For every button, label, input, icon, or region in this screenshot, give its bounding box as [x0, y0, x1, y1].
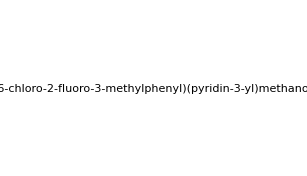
Text: (6-chloro-2-fluoro-3-methylphenyl)(pyridin-3-yl)methanone: (6-chloro-2-fluoro-3-methylphenyl)(pyrid…: [0, 84, 307, 94]
